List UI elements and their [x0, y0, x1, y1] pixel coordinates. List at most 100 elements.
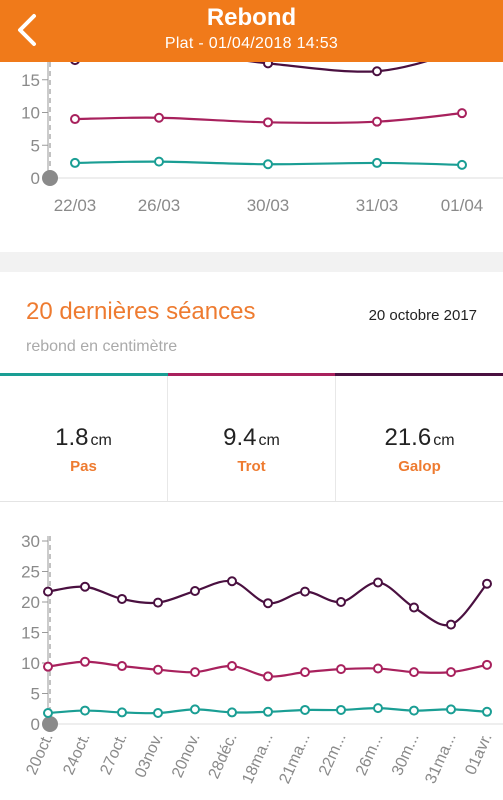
- stat-pas[interactable]: 1.8 cm Pas: [0, 376, 168, 501]
- data-point[interactable]: [153, 664, 163, 675]
- stat-trot[interactable]: 9.4 cm Trot: [168, 376, 336, 501]
- data-point[interactable]: [457, 108, 467, 119]
- session-chart[interactable]: 0 5 10 15 22/03 26/03 30/03 31/03 01/04: [0, 62, 503, 252]
- stat-galop[interactable]: 21.6 cm Galop: [336, 376, 503, 501]
- stat-value: 1.8: [55, 424, 89, 451]
- data-point[interactable]: [190, 586, 200, 597]
- section-separator: [0, 252, 503, 272]
- y-tick-label: 0: [31, 169, 40, 188]
- data-point[interactable]: [409, 602, 419, 613]
- data-point[interactable]: [300, 667, 310, 678]
- data-point[interactable]: [263, 598, 273, 609]
- data-point[interactable]: [80, 705, 90, 716]
- trot-color-bar: [168, 373, 335, 376]
- data-point[interactable]: [482, 706, 492, 717]
- history-chart-svg: 0 5 10 15 20 25 30 20oct. 24oct. 27oct. 03nov. 20n…: [21, 532, 503, 787]
- data-point[interactable]: [409, 667, 419, 678]
- data-point[interactable]: [336, 664, 346, 675]
- section-subtitle: rebond en centimètre: [26, 338, 178, 355]
- data-point[interactable]: [373, 703, 383, 714]
- history-chart[interactable]: 0 5 10 15 20 25 30 20oct. 24oct. 27oct. 03nov. 20n…: [0, 502, 503, 800]
- data-point[interactable]: [227, 576, 237, 587]
- data-point[interactable]: [372, 66, 382, 77]
- stat-unit: cm: [90, 432, 112, 449]
- x-tick-label: 26/03: [138, 196, 181, 215]
- data-point[interactable]: [190, 704, 200, 715]
- stat-value: 9.4: [223, 424, 257, 451]
- data-point[interactable]: [117, 707, 127, 718]
- stat-label: Galop: [398, 458, 441, 475]
- cursor-handle[interactable]: [42, 170, 58, 186]
- x-tick-label: 20nov.: [169, 731, 204, 781]
- y-tick-label: 10: [21, 654, 40, 673]
- cursor-handle[interactable]: [42, 716, 58, 732]
- data-point[interactable]: [372, 157, 382, 168]
- data-point[interactable]: [457, 159, 467, 170]
- data-point[interactable]: [153, 597, 163, 608]
- app-header: Rebond Plat - 01/04/2018 14:53: [0, 0, 503, 62]
- data-point[interactable]: [336, 597, 346, 607]
- data-point[interactable]: [372, 116, 382, 127]
- data-point[interactable]: [154, 156, 164, 167]
- data-point[interactable]: [70, 62, 80, 66]
- pas-color-bar: [0, 373, 168, 376]
- data-point[interactable]: [482, 659, 492, 670]
- data-point[interactable]: [190, 667, 200, 678]
- data-point[interactable]: [446, 704, 456, 715]
- stats-row: 1.8 cm Pas 9.4 cm Trot 21.6 cm Galop: [0, 376, 503, 502]
- y-tick-label: 0: [31, 715, 40, 734]
- data-point[interactable]: [263, 62, 273, 69]
- data-point[interactable]: [336, 704, 346, 715]
- data-point[interactable]: [70, 114, 80, 125]
- x-tick-label: 18ma...: [239, 731, 276, 787]
- data-point[interactable]: [153, 708, 163, 719]
- y-tick-label: 15: [21, 624, 40, 643]
- stat-label: Pas: [70, 458, 97, 475]
- x-tick-label: 28déc.: [206, 731, 241, 782]
- x-tick-label: 03nov.: [132, 731, 167, 781]
- data-point[interactable]: [446, 667, 456, 678]
- x-tick-label: 01/04: [441, 196, 484, 215]
- data-point[interactable]: [43, 708, 53, 719]
- data-point[interactable]: [263, 159, 273, 170]
- page-subtitle: Plat - 01/04/2018 14:53: [164, 35, 339, 52]
- x-tick-label: 20oct.: [23, 731, 56, 778]
- section-date[interactable]: 20 octobre 2017: [368, 307, 477, 324]
- stat-label: Trot: [237, 458, 266, 475]
- data-point[interactable]: [446, 619, 456, 630]
- data-point[interactable]: [117, 593, 127, 604]
- chevron-left-icon: [18, 14, 36, 46]
- data-point[interactable]: [70, 157, 80, 168]
- data-point[interactable]: [373, 663, 383, 674]
- y-tick-label: 5: [31, 685, 40, 704]
- galop-color-bar: [335, 373, 503, 376]
- data-point[interactable]: [227, 707, 237, 718]
- data-point[interactable]: [300, 704, 310, 715]
- page-title: Rebond: [206, 4, 297, 31]
- data-point[interactable]: [300, 586, 310, 597]
- back-button[interactable]: [10, 8, 50, 52]
- section-title: 20 dernières séances: [26, 298, 256, 325]
- x-tick-label: 27oct.: [97, 731, 130, 778]
- x-tick-label: 24oct.: [60, 731, 93, 778]
- data-point[interactable]: [263, 706, 273, 717]
- x-tick-label: 01avr.: [462, 731, 495, 778]
- data-point[interactable]: [482, 578, 492, 589]
- session-chart-svg: 0 5 10 15 22/03 26/03 30/03 31/03 01/04: [21, 62, 503, 215]
- data-point[interactable]: [117, 661, 127, 672]
- stat-unit: cm: [258, 432, 280, 449]
- y-tick-label: 10: [21, 104, 40, 123]
- data-point[interactable]: [263, 117, 273, 128]
- y-tick-label: 25: [21, 563, 40, 582]
- data-point[interactable]: [373, 577, 383, 588]
- data-point[interactable]: [43, 586, 53, 597]
- data-point[interactable]: [154, 112, 164, 123]
- data-point[interactable]: [43, 661, 53, 672]
- data-point[interactable]: [409, 705, 419, 716]
- data-point[interactable]: [227, 661, 237, 672]
- data-point[interactable]: [80, 656, 90, 667]
- y-tick-label: 30: [21, 532, 40, 551]
- x-tick-label: 31/03: [356, 196, 399, 215]
- data-point[interactable]: [263, 671, 273, 682]
- data-point[interactable]: [80, 581, 90, 592]
